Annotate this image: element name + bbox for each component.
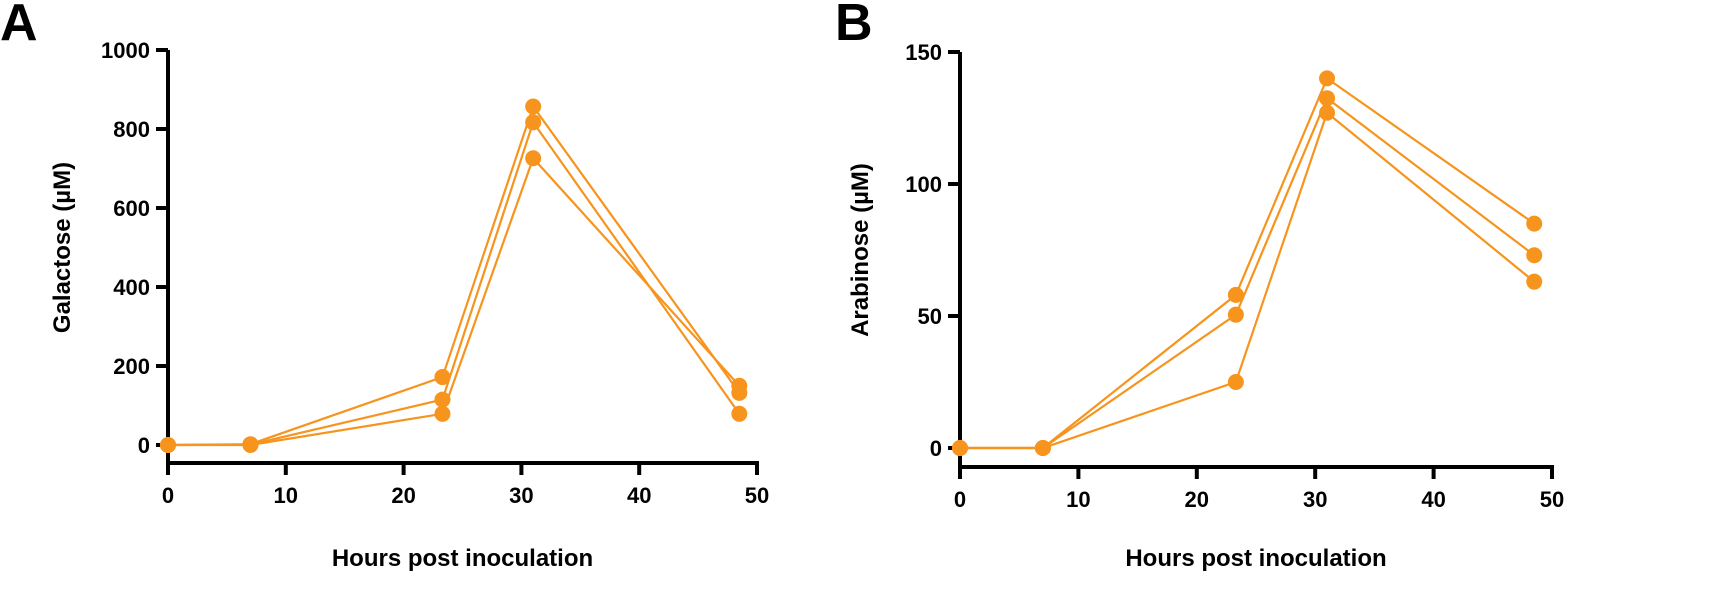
y-tick-label: 150 [905, 40, 942, 65]
data-point [525, 98, 542, 115]
data-point [434, 405, 451, 422]
panel-b: B 0 50 100 150 0 10 20 30 40 50 Hours post inoculat… [835, 0, 1564, 572]
y-axis-title: Galactose (µM) [49, 162, 76, 333]
data-point [1034, 440, 1051, 456]
data-point [1227, 306, 1244, 323]
y-tick-label: 200 [113, 354, 150, 379]
data-point [242, 437, 259, 453]
data-point [731, 405, 748, 422]
data-point [434, 391, 451, 408]
data-point [1319, 90, 1336, 107]
y-tick-label: 50 [918, 304, 942, 329]
data-point [160, 437, 176, 453]
data-point [731, 377, 748, 394]
x-tick-label: 0 [162, 483, 174, 508]
series-line-2 [167, 119, 741, 447]
x-axis-title: Hours post inoculation [332, 545, 593, 572]
data-point [952, 440, 968, 456]
series-line-2 [960, 96, 1535, 450]
data-point [1526, 215, 1543, 232]
panel-label: A [0, 0, 38, 52]
x-tick-label: 40 [627, 483, 651, 508]
x-tick-label: 30 [509, 483, 533, 508]
data-point [1526, 273, 1543, 290]
data-point [1319, 104, 1336, 121]
y-tick-label: 600 [113, 196, 150, 221]
x-axis-title: Hours post inoculation [1125, 545, 1386, 572]
panel-a: A 0 200 400 600 800 1000 0 10 20 30 40 50 Hours post … [0, 0, 769, 572]
series-line-1 [167, 104, 741, 447]
data-point [434, 369, 451, 386]
data-point [525, 150, 542, 167]
x-tick-label: 50 [1540, 487, 1564, 512]
y-tick-label: 1000 [101, 38, 150, 63]
data-point [1227, 286, 1244, 303]
data-point [1319, 70, 1336, 87]
x-tick-label: 30 [1303, 487, 1327, 512]
series-line-3 [168, 156, 741, 447]
x-tick-label: 0 [954, 487, 966, 512]
panel-label: B [835, 0, 873, 52]
x-tick-label: 20 [1185, 487, 1209, 512]
x-tick-label: 10 [274, 483, 298, 508]
x-tick-label: 10 [1066, 487, 1090, 512]
x-tick-label: 50 [745, 483, 769, 508]
data-point [1227, 374, 1244, 390]
y-axis-title: Arabinose (µM) [847, 163, 874, 337]
x-tick-label: 20 [391, 483, 415, 508]
y-tick-label: 800 [113, 117, 150, 142]
series-line-1 [960, 76, 1535, 450]
x-tick-label: 40 [1421, 487, 1445, 512]
data-point [1526, 247, 1543, 264]
y-tick-label: 100 [905, 172, 942, 197]
y-tick-label: 0 [930, 436, 942, 461]
data-point [525, 114, 542, 131]
y-tick-label: 0 [138, 433, 150, 458]
y-tick-label: 400 [113, 275, 150, 300]
